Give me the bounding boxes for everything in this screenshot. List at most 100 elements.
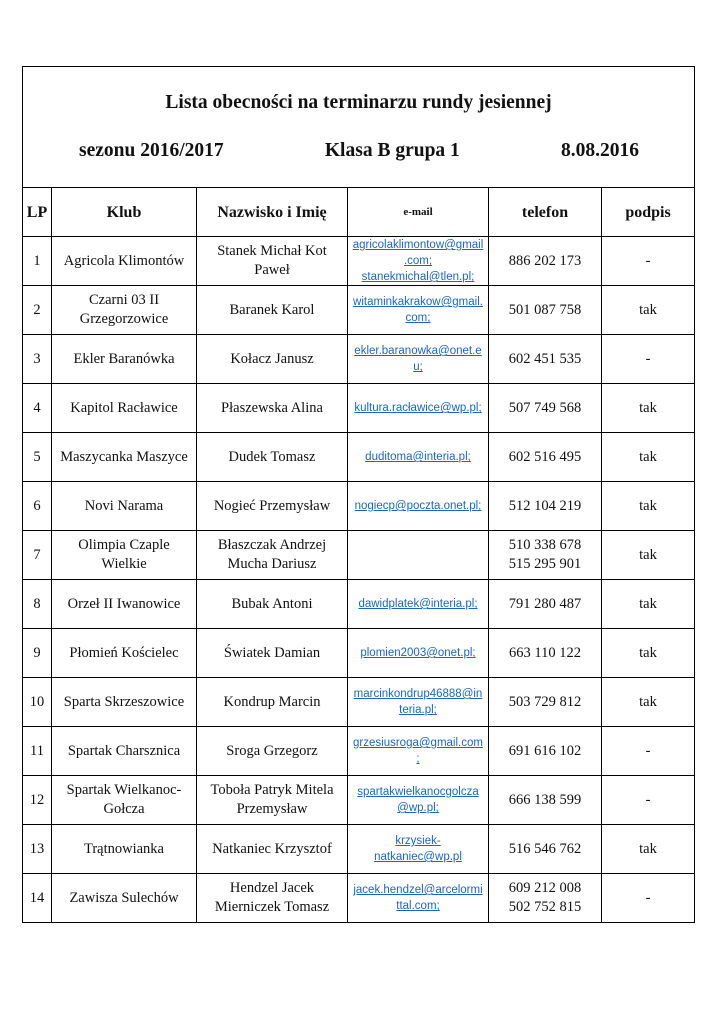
table-row: 10 Sparta Skrzeszowice Kondrup Marcin marci… — [22, 677, 696, 727]
phone-cell: 666 138 599 — [488, 775, 602, 825]
phone-cell: 510 338 678 515 295 901 — [488, 530, 602, 580]
name-cell: Płaszewska Alina — [196, 383, 348, 433]
club-cell: Maszycanka Maszyce — [51, 432, 197, 482]
phone-cell: 663 110 122 — [488, 628, 602, 678]
email-link[interactable]: nogiecp@poczta.onet.pl; — [347, 481, 489, 531]
sign-cell: - — [600, 726, 696, 776]
lp-cell: 13 — [22, 824, 52, 874]
lp-cell: 11 — [22, 726, 52, 776]
table-row: 8 Orzeł II Iwanowice Bubak Antoni dawidplat… — [22, 579, 696, 629]
name-cell: Kondrup Marcin — [196, 677, 348, 727]
sign-cell: tak — [600, 628, 696, 678]
table-row: 2 Czarni 03 II Grzegorzowice Baranek Karol… — [22, 285, 696, 335]
name-cell: Hendzel Jacek Mierniczek Tomasz — [196, 873, 348, 923]
name-cell: Stanek Michał Kot Paweł — [196, 236, 348, 286]
email-link[interactable]: plomien2003@onet.pl; — [347, 628, 489, 678]
class-group: Klasa B grupa 1 — [324, 140, 460, 161]
phone-cell: 602 516 495 — [488, 432, 602, 482]
sign-cell: - — [600, 775, 696, 825]
email-link[interactable]: marcinkondrup46888@in teria.pl; — [347, 677, 489, 727]
name-cell: Baranek Karol — [196, 285, 348, 335]
phone-cell: 512 104 219 — [488, 481, 602, 531]
club-cell: Sparta Skrzeszowice — [51, 677, 197, 727]
lp-cell: 3 — [22, 334, 52, 384]
club-cell: Czarni 03 II Grzegorzowice — [51, 285, 197, 335]
phone-cell: 501 087 758 — [488, 285, 602, 335]
sign-cell: - — [600, 236, 696, 286]
table-row: 3 Ekler Baranówka Kołacz Janusz ekler.baran… — [22, 334, 696, 384]
phone-cell: 691 616 102 — [488, 726, 602, 776]
sign-cell: tak — [600, 677, 696, 727]
email-link[interactable]: krzysiek- natkaniec@wp.pl — [347, 824, 489, 874]
name-cell: Natkaniec Krzysztof — [196, 824, 348, 874]
club-cell: Ekler Baranówka — [51, 334, 197, 384]
table-row: 12 Spartak Wielkanoc- Gołcza Toboła Patryk… — [22, 775, 696, 825]
club-cell: Spartak Charsznica — [51, 726, 197, 776]
season: sezonu 2016/2017 — [79, 140, 224, 161]
table-row: 14 Zawisza Sulechów Hendzel Jacek Miernicz… — [22, 873, 696, 923]
name-cell: Dudek Tomasz — [196, 432, 348, 482]
header-sign: podpis — [600, 187, 696, 237]
phone-cell: 602 451 535 — [488, 334, 602, 384]
lp-cell: 10 — [22, 677, 52, 727]
email-link[interactable]: spartakwielkanocgolcza @wp.pl; — [347, 775, 489, 825]
sign-cell: tak — [600, 285, 696, 335]
lp-cell: 12 — [22, 775, 52, 825]
sign-cell: tak — [600, 530, 696, 580]
name-cell: Kołacz Janusz — [196, 334, 348, 384]
header-club: Klub — [51, 187, 197, 237]
lp-cell: 9 — [22, 628, 52, 678]
email-link[interactable]: ekler.baranowka@onet.e u; — [347, 334, 489, 384]
name-cell: Światek Damian — [196, 628, 348, 678]
email-link[interactable]: dawidplatek@interia.pl; — [347, 579, 489, 629]
lp-cell: 5 — [22, 432, 52, 482]
table-row: 7 Olimpia Czaple Wielkie Błaszczak Andrzej… — [22, 530, 696, 580]
phone-cell: 503 729 812 — [488, 677, 602, 727]
date: 8.08.2016 — [561, 140, 640, 161]
club-cell: Spartak Wielkanoc- Gołcza — [51, 775, 197, 825]
phone-cell: 609 212 008 502 752 815 — [488, 873, 602, 923]
lp-cell: 14 — [22, 873, 52, 923]
email-link[interactable]: kultura.racławice@wp.pl; — [347, 383, 489, 433]
table-row: 6 Novi Narama Nogieć Przemysław nogiecp@poc… — [22, 481, 696, 531]
table-row: 13 Trątnowianka Natkaniec Krzysztof krzysie… — [22, 824, 696, 874]
email-link[interactable]: grzesiusroga@gmail.com ; — [347, 726, 489, 776]
name-cell: Błaszczak Andrzej Mucha Dariusz — [196, 530, 348, 580]
phone-cell: 791 280 487 — [488, 579, 602, 629]
email-link[interactable]: witaminkakrakow@gmail. com; — [347, 285, 489, 335]
email-link — [347, 530, 489, 580]
phone-cell: 516 546 762 — [488, 824, 602, 874]
name-cell: Bubak Antoni — [196, 579, 348, 629]
email-link[interactable]: duditoma@interia.pl; — [347, 432, 489, 482]
club-cell: Agricola Klimontów — [51, 236, 197, 286]
table-row: 4 Kapitol Racławice Płaszewska Alina kultur… — [22, 383, 696, 433]
sign-cell: tak — [600, 481, 696, 531]
name-cell: Nogieć Przemysław — [196, 481, 348, 531]
name-cell: Sroga Grzegorz — [196, 726, 348, 776]
table-row: 5 Maszycanka Maszyce Dudek Tomasz duditoma@… — [22, 432, 696, 482]
table-row: 11 Spartak Charsznica Sroga Grzegorz grzesi… — [22, 726, 696, 776]
header-email: e-mail — [347, 187, 489, 237]
club-cell: Kapitol Racławice — [51, 383, 197, 433]
header-phone: telefon — [488, 187, 602, 237]
lp-cell: 7 — [22, 530, 52, 580]
sign-cell: tak — [600, 432, 696, 482]
lp-cell: 2 — [22, 285, 52, 335]
club-cell: Olimpia Czaple Wielkie — [51, 530, 197, 580]
sign-cell: tak — [600, 824, 696, 874]
club-cell: Płomień Kościelec — [51, 628, 197, 678]
name-cell: Toboła Patryk Mitela Przemysław — [196, 775, 348, 825]
sign-cell: tak — [600, 383, 696, 433]
club-cell: Trątnowianka — [51, 824, 197, 874]
header-lp: LP — [22, 187, 52, 237]
table-row: 1 Agricola Klimontów Stanek Michał Kot Paw… — [22, 236, 696, 286]
club-cell: Zawisza Sulechów — [51, 873, 197, 923]
club-cell: Orzeł II Iwanowice — [51, 579, 197, 629]
email-link[interactable]: jacek.hendzel@arcelormi ttal.com; — [347, 873, 489, 923]
email-link[interactable]: agricolaklimontow@gmail .com; stanekmich… — [347, 236, 489, 286]
document-title: Lista obecności na terminarzu rundy jesi… — [21, 66, 696, 188]
title-line-1: Lista obecności na terminarzu rundy jesi… — [165, 92, 552, 113]
lp-cell: 6 — [22, 481, 52, 531]
lp-cell: 8 — [22, 579, 52, 629]
club-cell: Novi Narama — [51, 481, 197, 531]
